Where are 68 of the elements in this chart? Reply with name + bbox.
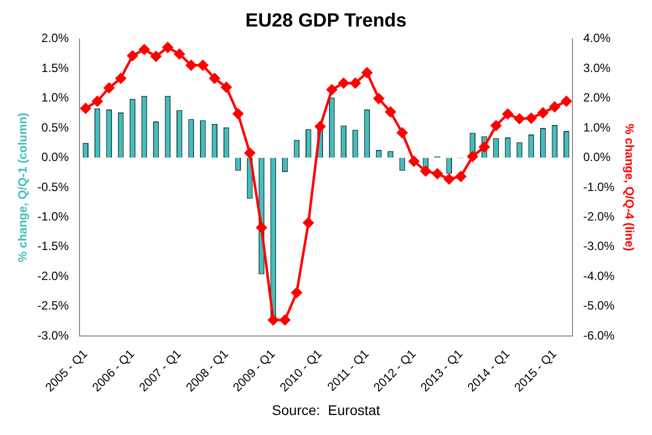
point — [150, 51, 162, 62]
y-tick-label: -2.5% — [37, 298, 70, 313]
y2-tick-label: 3.0% — [583, 60, 611, 75]
point — [104, 82, 114, 94]
y2-tick-label: -1.0% — [583, 180, 615, 194]
point — [538, 108, 548, 118]
y-tick-label: 1.0% — [41, 90, 70, 105]
point — [420, 166, 431, 176]
point — [280, 314, 290, 326]
y-tick-label: -0.5% — [37, 180, 70, 194]
point — [244, 148, 256, 158]
point — [432, 168, 443, 180]
point — [502, 108, 514, 120]
point — [221, 82, 232, 93]
point — [92, 96, 103, 106]
point — [116, 73, 126, 84]
source-note: Source: Eurostat — [270, 402, 382, 418]
y-tick-label: -1.5% — [37, 239, 70, 254]
point — [374, 93, 384, 104]
y2-tick-label: 0.0% — [583, 150, 611, 164]
y2-tick-label: -2.0% — [583, 209, 615, 224]
point — [490, 120, 502, 131]
point — [479, 142, 490, 152]
y-tick-label: 0.0% — [41, 150, 70, 164]
y2-tick-label: -6.0% — [583, 328, 615, 342]
y2-tick-label: 1.0% — [583, 120, 611, 134]
y-tick-label: -2.0% — [37, 268, 70, 283]
point — [526, 112, 536, 124]
point — [362, 67, 372, 78]
point — [350, 78, 361, 88]
y2-tick-label: -4.0% — [583, 268, 615, 283]
chart-title: EU28 GDP Trends — [245, 10, 407, 32]
y-tick-label: 0.5% — [41, 120, 70, 134]
point — [467, 151, 478, 162]
point — [80, 103, 91, 114]
y2-tick-label: -5.0% — [583, 298, 615, 313]
point — [549, 102, 560, 112]
point — [408, 156, 420, 167]
point — [127, 50, 138, 61]
y2-axis-title: % change, Q/Q-4 (line) — [622, 124, 636, 252]
y-tick-label: -3.0% — [37, 328, 70, 342]
point — [396, 127, 408, 138]
point — [456, 171, 466, 182]
point — [514, 114, 525, 124]
point — [326, 84, 338, 95]
y-tick-label: -1.0% — [37, 209, 70, 224]
point — [256, 222, 267, 233]
point — [232, 108, 244, 119]
point — [138, 44, 150, 55]
y-tick-label: 2.0% — [41, 31, 70, 46]
point — [444, 174, 454, 184]
y2-tick-label: 4.0% — [583, 31, 611, 46]
y-axis-title: % change, Q/Q-1 (column) — [16, 112, 30, 262]
point — [268, 314, 278, 326]
y2-tick-label: -3.0% — [583, 239, 615, 254]
point — [291, 287, 302, 298]
y2-tick-label: 2.0% — [583, 90, 611, 105]
point — [186, 60, 196, 71]
point — [162, 42, 173, 53]
point — [314, 121, 326, 132]
point — [209, 73, 220, 84]
point — [198, 60, 208, 71]
point — [174, 48, 185, 60]
point — [561, 96, 572, 106]
point — [385, 106, 396, 118]
y-tick-label: 1.5% — [41, 60, 70, 75]
point — [338, 78, 349, 88]
point — [303, 218, 314, 228]
